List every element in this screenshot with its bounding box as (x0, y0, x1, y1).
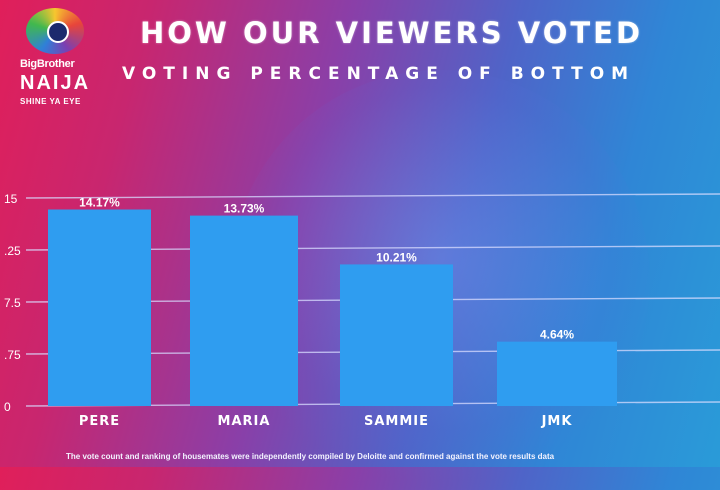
data-label: 13.73% (224, 202, 265, 216)
data-label: 14.17% (79, 196, 120, 210)
y-tick-label: .25 (4, 244, 21, 258)
y-tick-label: 0 (4, 400, 11, 414)
bbnaija-logo: BigBrother NAIJA SHINE YA EYE (14, 6, 104, 116)
chart-subtitle: VOTING PERCENTAGE OF BOTTOM (122, 64, 636, 84)
logo-brand-text: BigBrother (20, 58, 75, 70)
logo-show-text: NAIJA (20, 72, 91, 94)
gridline (25, 193, 720, 199)
x-tick-label: PERE (79, 414, 120, 429)
y-tick-label: .75 (4, 348, 21, 362)
bar (340, 264, 453, 406)
y-tick-label: 15 (4, 192, 18, 206)
footnote-disclaimer: The vote count and ranking of housemates… (66, 452, 555, 461)
y-tick-label: 7.5 (4, 296, 21, 310)
data-label: 10.21% (376, 250, 417, 264)
data-label: 4.64% (540, 328, 574, 342)
chart-title: HOW OUR VIEWERS VOTED (140, 16, 644, 50)
eye-pupil-icon (47, 21, 69, 43)
x-tick-label: MARIA (218, 414, 271, 429)
x-tick-label: JMK (541, 414, 573, 429)
bar (190, 215, 298, 406)
bar (48, 209, 151, 406)
x-tick-label: SAMMIE (364, 414, 429, 429)
bar (497, 341, 617, 406)
logo-tagline-text: SHINE YA EYE (20, 97, 81, 106)
bar-chart: 0 .75 7.5 .25 15 14.17% PERE 13.73% MARIA 10.21% S… (4, 192, 720, 429)
